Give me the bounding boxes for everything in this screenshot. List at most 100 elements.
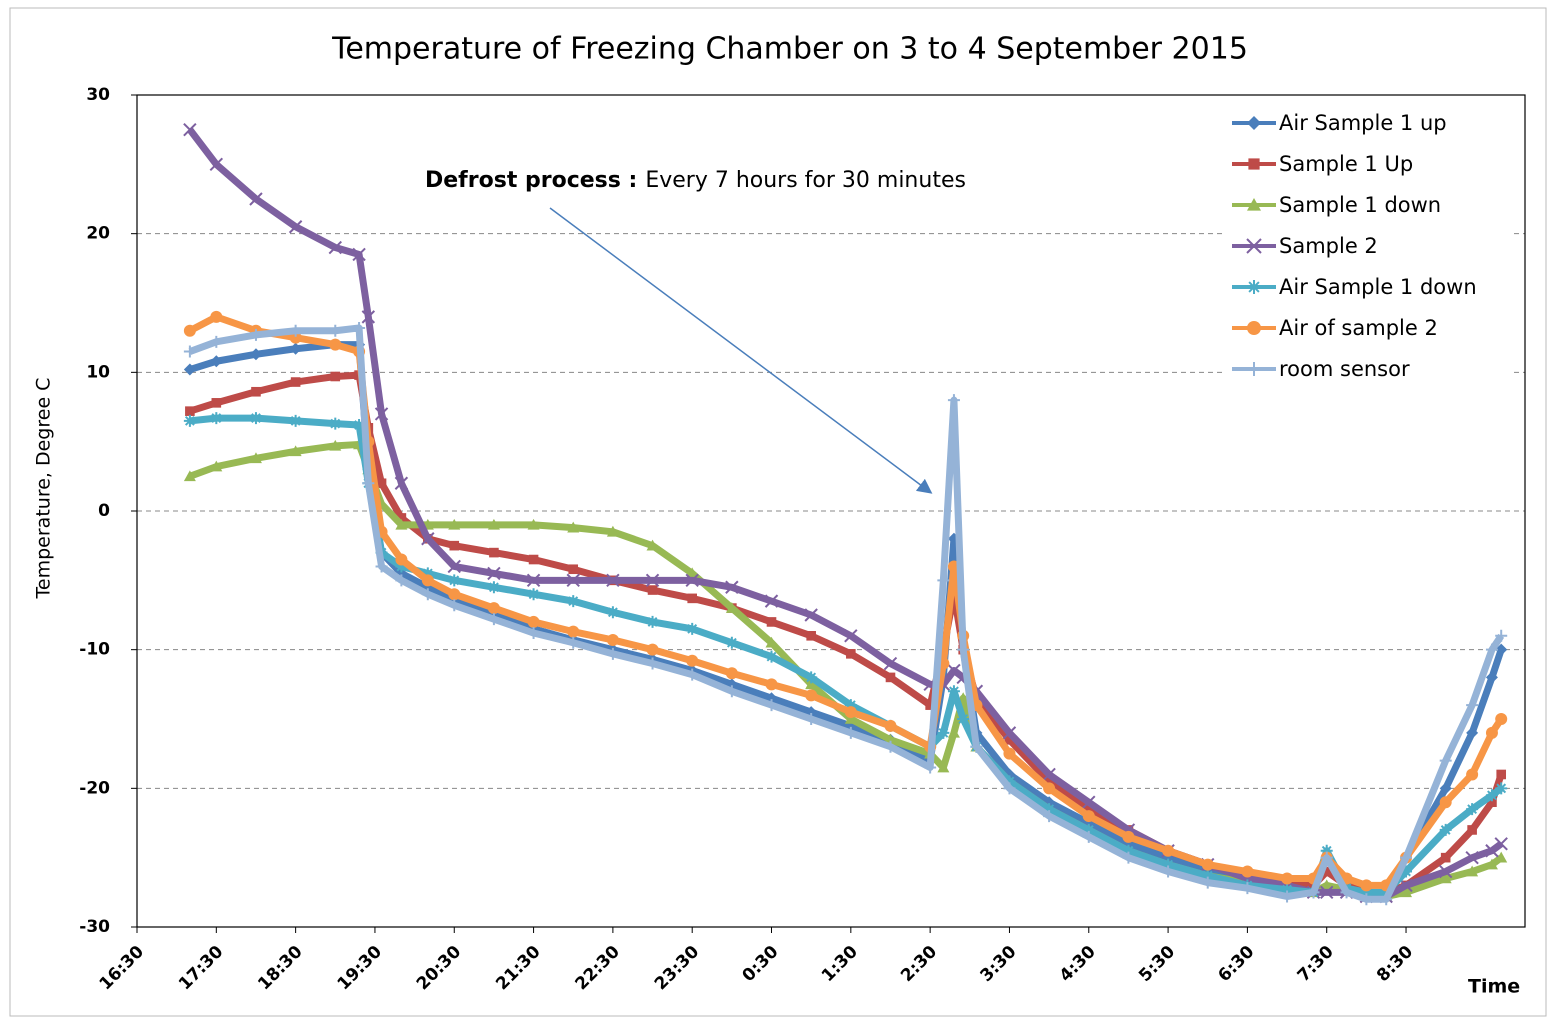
data-point xyxy=(1042,767,1056,782)
data-point xyxy=(725,602,738,613)
data-point xyxy=(1241,882,1254,895)
data-point xyxy=(421,532,435,546)
data-point xyxy=(1082,830,1095,843)
data-point xyxy=(1281,872,1294,885)
data-point xyxy=(1281,883,1294,896)
data-point xyxy=(1495,629,1508,642)
data-point xyxy=(606,525,619,537)
data-point xyxy=(289,414,302,427)
legend-label: room sensor xyxy=(1279,357,1410,381)
data-point xyxy=(764,594,779,608)
data-point xyxy=(1438,864,1453,879)
data-point xyxy=(210,335,223,348)
data-point xyxy=(646,539,659,551)
x-tick-label: 4:30 xyxy=(1056,942,1100,986)
data-point xyxy=(362,477,375,490)
data-point xyxy=(1004,735,1015,745)
data-point xyxy=(1466,768,1479,781)
x-tick-label: 8:30 xyxy=(1373,942,1417,986)
data-point xyxy=(957,643,970,656)
legend-marker xyxy=(1247,280,1261,294)
data-point xyxy=(1439,823,1452,836)
data-point xyxy=(725,685,738,698)
data-point xyxy=(210,412,223,425)
legend-label: Sample 1 down xyxy=(1279,193,1441,217)
data-point xyxy=(394,476,409,490)
legend-marker xyxy=(1246,238,1262,254)
x-tick-label: 6:30 xyxy=(1214,942,1258,986)
data-point xyxy=(249,192,263,206)
data-point xyxy=(646,657,659,670)
data-point xyxy=(606,606,619,619)
data-point xyxy=(1400,886,1413,898)
x-tick-label: 0:30 xyxy=(739,942,783,986)
data-point xyxy=(1439,872,1452,884)
data-point xyxy=(421,567,434,580)
data-point xyxy=(725,667,738,680)
data-point xyxy=(947,726,960,738)
data-point xyxy=(527,615,540,628)
series-line xyxy=(188,440,1504,900)
data-point xyxy=(487,602,500,615)
data-point xyxy=(884,733,897,745)
data-point xyxy=(448,518,461,530)
data-point xyxy=(1485,789,1498,802)
data-point xyxy=(1122,830,1135,843)
data-point xyxy=(1082,823,1095,836)
data-point xyxy=(1003,782,1016,795)
data-point xyxy=(329,417,342,430)
y-tick-label: -10 xyxy=(79,640,110,660)
legend-background xyxy=(1226,101,1514,401)
data-point xyxy=(1439,754,1452,767)
data-point xyxy=(183,345,196,358)
data-point xyxy=(844,713,857,724)
legend-label: Sample 1 Up xyxy=(1279,152,1413,176)
data-point xyxy=(1465,850,1479,865)
data-point xyxy=(1241,865,1254,878)
data-point xyxy=(1485,671,1498,684)
x-tick-label: 18:30 xyxy=(254,942,307,995)
data-point xyxy=(1466,699,1479,712)
data-point xyxy=(765,699,778,712)
data-point xyxy=(487,581,500,594)
data-point xyxy=(765,636,778,648)
data-point xyxy=(361,310,376,324)
x-tick-label: 5:30 xyxy=(1135,942,1179,986)
x-tick-label: 21:30 xyxy=(492,942,545,995)
x-tick-label: 22:30 xyxy=(572,942,625,995)
data-point xyxy=(289,331,302,344)
data-point xyxy=(568,564,579,575)
data-point xyxy=(1122,851,1135,864)
data-point xyxy=(375,560,388,573)
x-tick-label: 2:30 xyxy=(897,942,941,986)
data-point xyxy=(489,547,499,558)
data-point xyxy=(805,678,818,690)
data-point xyxy=(1440,852,1451,863)
legend-marker xyxy=(1247,198,1261,211)
data-point xyxy=(883,656,898,671)
legend-label: Air of sample 2 xyxy=(1279,316,1438,340)
data-point xyxy=(885,672,896,683)
data-point xyxy=(937,574,950,587)
data-point xyxy=(1003,775,1016,788)
y-tick-label: -20 xyxy=(79,778,110,798)
data-point xyxy=(606,573,620,588)
data-point xyxy=(1003,747,1016,760)
data-point xyxy=(937,761,950,773)
data-point xyxy=(844,706,857,719)
data-point xyxy=(1320,885,1334,900)
data-point xyxy=(527,588,540,601)
data-point xyxy=(396,513,407,523)
data-point xyxy=(1360,886,1373,899)
y-tick-label: -30 xyxy=(79,917,110,937)
data-point xyxy=(448,588,461,601)
data-point xyxy=(924,761,937,774)
data-point xyxy=(289,445,302,457)
data-point xyxy=(686,567,699,579)
legend-marker xyxy=(1247,362,1261,376)
data-point xyxy=(1360,893,1373,906)
data-point xyxy=(1082,795,1096,809)
data-point xyxy=(1043,782,1056,795)
data-point xyxy=(1044,776,1054,787)
data-point xyxy=(526,573,541,588)
